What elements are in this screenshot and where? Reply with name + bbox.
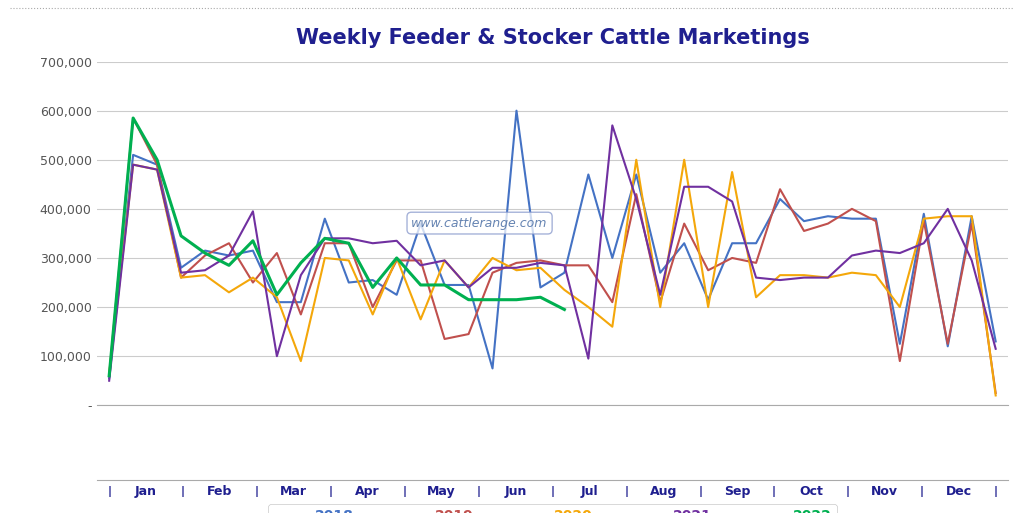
Text: |: |: [255, 486, 259, 497]
Text: Jun: Jun: [504, 485, 527, 498]
Text: Jul: Jul: [580, 485, 598, 498]
Text: |: |: [698, 486, 702, 497]
Text: |: |: [993, 486, 997, 497]
Text: Feb: Feb: [208, 485, 232, 498]
Text: May: May: [428, 485, 456, 498]
Text: |: |: [772, 486, 776, 497]
Text: |: |: [920, 486, 924, 497]
Text: Mar: Mar: [280, 485, 307, 498]
Text: |: |: [181, 486, 185, 497]
Text: |: |: [550, 486, 554, 497]
Text: |: |: [403, 486, 407, 497]
Text: |: |: [328, 486, 332, 497]
Text: www.cattlerange.com: www.cattlerange.com: [411, 216, 547, 230]
Text: Oct: Oct: [799, 485, 822, 498]
Text: Dec: Dec: [945, 485, 972, 498]
Text: |: |: [624, 486, 628, 497]
Text: Apr: Apr: [355, 485, 380, 498]
Text: Weekly Feeder & Stocker Cattle Marketings: Weekly Feeder & Stocker Cattle Marketing…: [296, 28, 809, 48]
Text: Jan: Jan: [135, 485, 158, 498]
Text: |: |: [107, 486, 112, 497]
Legend: 2018, 2019, 2020, 2021, 2022: 2018, 2019, 2020, 2021, 2022: [268, 504, 837, 513]
Text: Aug: Aug: [650, 485, 677, 498]
Text: Sep: Sep: [724, 485, 750, 498]
Text: Nov: Nov: [872, 485, 898, 498]
Text: |: |: [846, 486, 850, 497]
Text: |: |: [477, 486, 481, 497]
